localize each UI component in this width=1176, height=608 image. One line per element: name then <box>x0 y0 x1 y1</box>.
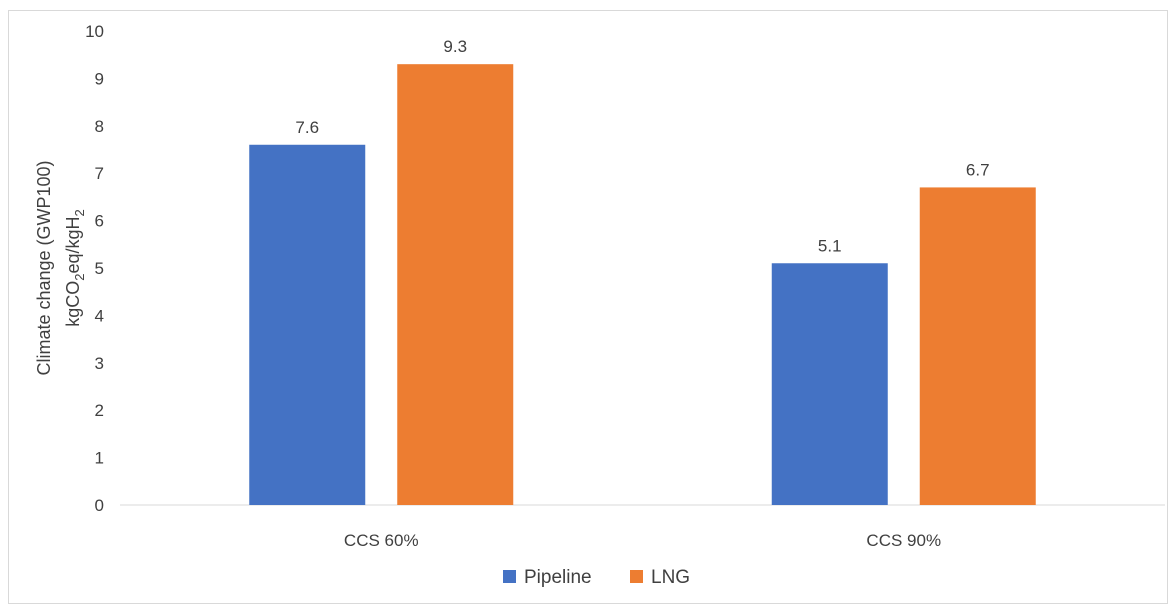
y-axis-unit-sub-co2: 2 <box>72 274 87 281</box>
y-axis-title-line1: Climate change (GWP100) <box>34 160 54 375</box>
y-tick-label: 2 <box>95 401 104 420</box>
y-tick-label: 5 <box>95 259 104 278</box>
y-tick-label: 6 <box>95 212 104 231</box>
y-tick-label: 8 <box>95 117 104 136</box>
y-tick-label: 3 <box>95 354 104 373</box>
legend-label-lng: LNG <box>651 567 690 588</box>
y-tick-label: 1 <box>95 449 104 468</box>
bars <box>249 64 1036 506</box>
category-labels: CCS 60% CCS 90% <box>344 531 941 550</box>
y-axis-unit-kgco: kgCO <box>63 281 83 327</box>
legend-swatch-lng <box>630 570 643 583</box>
bar-lng-1 <box>397 64 514 506</box>
y-tick-label: 10 <box>85 22 104 41</box>
legend-item-lng: LNG <box>630 567 690 588</box>
y-axis-unit-sub-h2: 2 <box>72 209 87 216</box>
data-labels: 7.6 9.3 5.1 6.7 <box>295 37 989 255</box>
y-tick-label: 0 <box>95 496 104 515</box>
y-tick-label: 9 <box>95 69 104 88</box>
data-label-pipeline-2: 5.1 <box>818 236 842 255</box>
bar-lng-2 <box>919 187 1036 506</box>
category-label: CCS 90% <box>866 531 941 550</box>
y-axis-title-line2: kgCO2eq/kgH2 <box>63 209 87 327</box>
category-label: CCS 60% <box>344 531 419 550</box>
y-tick-label: 4 <box>95 306 104 325</box>
y-axis-unit-eq: eq/kgH <box>63 216 83 273</box>
legend-swatch-pipeline <box>503 570 516 583</box>
y-tick-label: 7 <box>95 164 104 183</box>
data-label-pipeline-1: 7.6 <box>295 118 319 137</box>
legend-item-pipeline: Pipeline <box>503 567 592 588</box>
data-label-lng-1: 9.3 <box>443 37 467 56</box>
legend-label-pipeline: Pipeline <box>524 567 592 588</box>
data-label-lng-2: 6.7 <box>966 160 990 179</box>
y-axis-ticks: 0 1 2 3 4 5 6 7 8 9 10 <box>85 22 104 515</box>
legend: Pipeline LNG <box>503 567 690 588</box>
y-axis-title: Climate change (GWP100) kgCO2eq/kgH2 <box>34 160 87 375</box>
bar-pipeline-2 <box>771 263 888 505</box>
bar-pipeline-1 <box>249 144 366 505</box>
